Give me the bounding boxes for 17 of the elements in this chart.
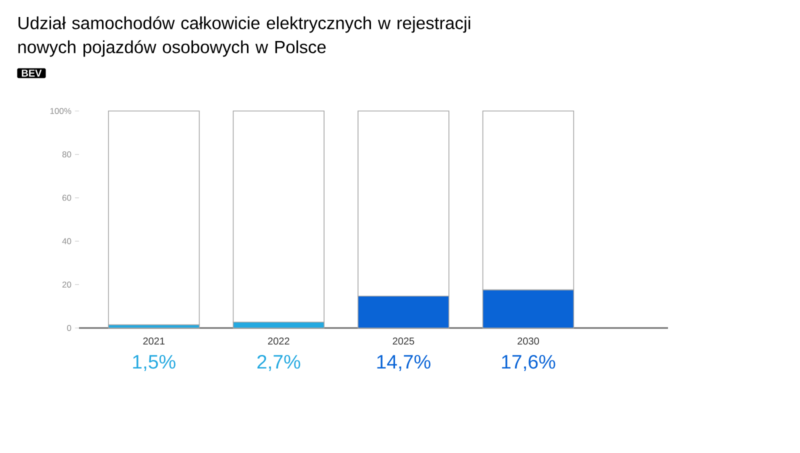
chart-title: Udział samochodów całkowicie elektrycznych w rejestracji nowych pojazdów osobowych w Polsce — [18, 16, 470, 57]
bar — [108, 110, 200, 326]
x-tick-label: 2030 — [518, 338, 539, 345]
chart-subtitle: BEV — [22, 70, 42, 77]
y-tick-label: 100% — [50, 108, 72, 114]
x-tick-label: 2025 — [392, 338, 414, 345]
y-tick-label: 0 — [67, 324, 72, 332]
y-tick-label: 80 — [62, 151, 72, 158]
x-tick-label: 2021 — [143, 338, 165, 345]
data-label: 2,7% — [257, 354, 300, 372]
data-label: 14,7% — [377, 354, 430, 372]
y-tick-label: 60 — [62, 194, 72, 201]
data-label: 17,6% — [502, 354, 556, 372]
y-tick-label: 40 — [62, 238, 72, 244]
x-tick-label: 2022 — [268, 338, 290, 345]
data-label: 1,5% — [133, 354, 176, 372]
y-tick-label: 20 — [62, 282, 72, 288]
